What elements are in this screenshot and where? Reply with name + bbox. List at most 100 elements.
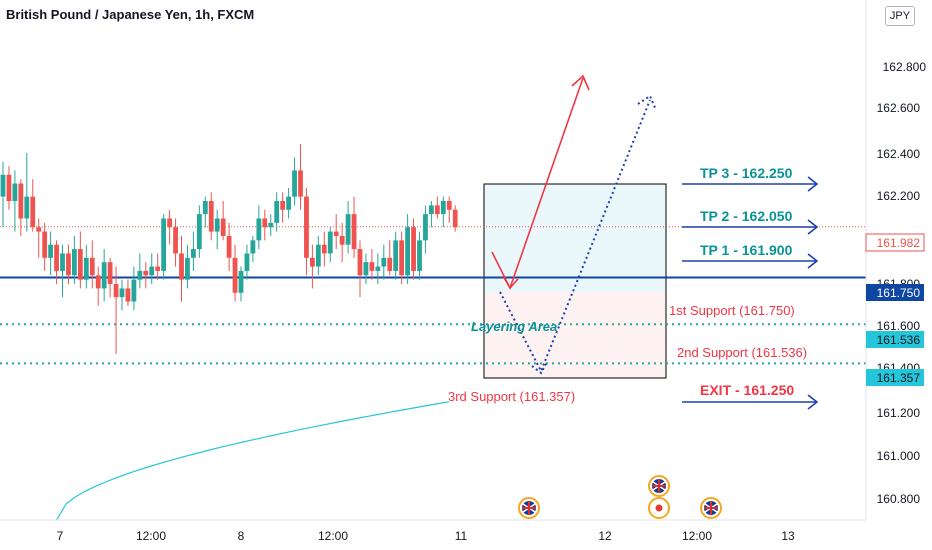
- candle: [411, 218, 416, 280]
- red-arrow-head: [571, 74, 590, 91]
- svg-text:161.357: 161.357: [877, 371, 921, 385]
- candle: [393, 231, 399, 280]
- candle: [30, 179, 36, 232]
- candle: [387, 240, 393, 276]
- candle: [143, 262, 149, 289]
- candle: [179, 235, 184, 302]
- tp1-label: TP 1 - 161.900: [700, 242, 793, 258]
- candle: [298, 144, 303, 210]
- candle: [18, 179, 24, 236]
- candle: [232, 244, 238, 302]
- candle: [345, 201, 351, 254]
- exit-arrow: [682, 394, 819, 410]
- candle: [244, 244, 250, 280]
- uk-flag-icon[interactable]: [648, 475, 670, 497]
- candle: [6, 166, 12, 210]
- support2-label: 2nd Support (161.536): [677, 345, 807, 360]
- support3-label: 3rd Support (161.357): [448, 389, 575, 404]
- candle: [423, 205, 428, 254]
- blue-dotted-corner: [531, 361, 548, 375]
- layering-zone-border: [483, 183, 667, 379]
- candle: [286, 187, 291, 219]
- candle: [149, 253, 155, 285]
- candle: [434, 196, 440, 219]
- candle: [95, 266, 101, 306]
- candle: [202, 196, 208, 228]
- candle: [214, 209, 220, 250]
- candle: [321, 231, 327, 267]
- svg-text:161.536: 161.536: [877, 333, 921, 347]
- candle: [351, 196, 357, 258]
- price-tag-161750: 161.750: [866, 284, 924, 301]
- candle: [137, 253, 143, 289]
- tp2-label: TP 2 - 162.050: [700, 208, 793, 224]
- horizontal-levels: [0, 226, 866, 365]
- support1-label: 1st Support (161.750): [669, 303, 795, 318]
- candle: [292, 157, 297, 206]
- x-tick-label: 7: [57, 529, 64, 543]
- candle: [262, 209, 268, 241]
- candle: [0, 161, 6, 228]
- candle: [66, 244, 71, 285]
- moving-average-line: [56, 401, 450, 521]
- layering-zone-upper: [484, 184, 666, 292]
- price-tag-last: 161.982: [865, 233, 925, 252]
- candle: [339, 222, 345, 263]
- candle: [399, 231, 405, 285]
- candle: [417, 231, 422, 280]
- x-tick-label: 13: [781, 529, 795, 543]
- candle: [119, 279, 125, 311]
- currency-button[interactable]: JPY: [885, 6, 915, 26]
- candle: [89, 240, 95, 289]
- candle: [83, 244, 89, 289]
- candle: [196, 205, 202, 258]
- candle: [77, 231, 83, 289]
- candle: [250, 235, 256, 263]
- y-tick-label: 162.600: [877, 101, 921, 115]
- x-tick-label: 12: [598, 529, 612, 543]
- candle: [161, 214, 167, 280]
- candle: [36, 218, 42, 258]
- candle: [405, 214, 410, 285]
- candle: [208, 192, 214, 241]
- candlestick-series: [0, 144, 458, 354]
- candle: [24, 152, 30, 232]
- candle: [226, 222, 232, 271]
- candle: [54, 240, 59, 285]
- candle: [101, 249, 107, 302]
- svg-text:161.750: 161.750: [877, 286, 921, 300]
- candle: [310, 244, 315, 289]
- candle: [107, 257, 113, 298]
- x-tick-label: 11: [455, 529, 468, 543]
- candle: [167, 209, 172, 245]
- red-dot-event-icon[interactable]: [648, 497, 670, 519]
- y-tick-label: 161.200: [877, 406, 921, 420]
- candle: [268, 214, 274, 236]
- candle: [363, 253, 369, 285]
- uk-flag-icon[interactable]: [700, 497, 722, 519]
- candle: [333, 214, 339, 250]
- uk-flag-icon[interactable]: [518, 497, 540, 519]
- x-tick-label: 12:00: [682, 529, 712, 543]
- candle: [72, 235, 77, 285]
- candle: [327, 227, 333, 263]
- candle: [113, 266, 119, 354]
- candle: [12, 170, 18, 232]
- candle: [60, 244, 65, 298]
- candle: [429, 201, 434, 228]
- y-tick-label: 162.800: [883, 60, 927, 74]
- candle: [274, 192, 280, 232]
- tp3-label: TP 3 - 162.250: [700, 165, 793, 181]
- price-tag-161536: 161.536: [866, 331, 924, 348]
- candle: [185, 244, 190, 289]
- y-tick-label: 160.800: [877, 492, 921, 506]
- candle: [446, 196, 452, 223]
- candle: [125, 279, 131, 306]
- price-axis: 162.800 162.600 162.400 162.200 161.800 …: [877, 60, 927, 506]
- candle: [381, 244, 387, 280]
- candle: [42, 222, 48, 271]
- red-arrow-corner: [502, 275, 519, 290]
- candle: [220, 201, 226, 241]
- x-tick-label: 8: [238, 529, 245, 543]
